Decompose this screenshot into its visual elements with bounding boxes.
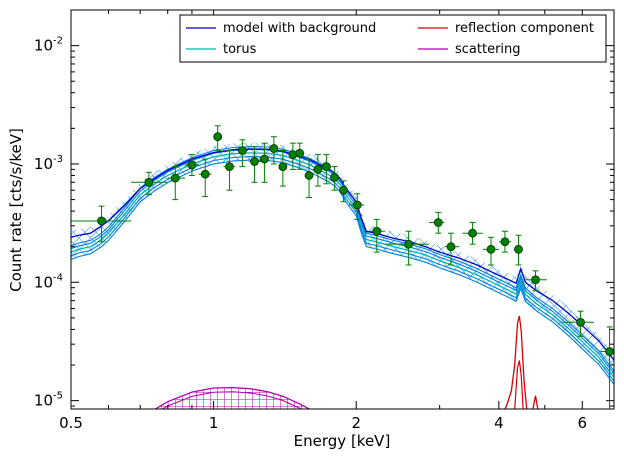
x-tick-label: 0.5: [59, 414, 83, 432]
x-tick-label: 4: [494, 414, 504, 432]
x-tick-label: 2: [351, 414, 361, 432]
scattering-line: [154, 386, 311, 409]
torus-line: [71, 152, 614, 378]
data-point-marker: [605, 347, 614, 356]
data-point-marker: [295, 148, 305, 158]
data-point: [562, 310, 594, 337]
data-point: [312, 154, 323, 187]
data-point: [525, 270, 547, 292]
data-point-marker: [170, 173, 180, 183]
y-tick-label: 10-2: [34, 36, 63, 55]
data-point: [321, 154, 331, 185]
data-point-marker: [531, 275, 540, 285]
legend-entry: scattering: [418, 42, 521, 57]
data-point: [482, 236, 499, 266]
data-point: [184, 154, 199, 176]
data-point-marker: [330, 172, 339, 182]
data-point-marker: [446, 242, 456, 252]
data-point-marker: [500, 237, 510, 247]
reflection-component-line: [504, 315, 539, 409]
legend-label: scattering: [455, 42, 521, 57]
data-point: [384, 230, 430, 266]
legend-label: reflection component: [455, 21, 594, 36]
data-point-marker: [433, 218, 443, 227]
data-point-marker: [576, 317, 585, 327]
data-point: [249, 146, 262, 183]
data-point-marker: [278, 162, 288, 172]
data-point-marker: [187, 160, 197, 170]
data-point: [444, 232, 460, 266]
data-points: [71, 125, 614, 409]
data-point-marker: [213, 132, 223, 142]
data-point-marker: [404, 239, 414, 249]
data-point-marker: [372, 226, 382, 236]
data-point: [223, 149, 236, 191]
data-point: [131, 171, 168, 196]
data-point: [462, 222, 483, 245]
legend-label: model with background: [223, 21, 376, 36]
data-point-marker: [468, 228, 477, 238]
data-point: [513, 234, 524, 266]
legend-entry: model with background: [186, 21, 376, 36]
legend: model with background reflection componen…: [179, 14, 607, 63]
data-point: [167, 166, 185, 201]
data-point: [295, 142, 305, 170]
data-point: [429, 211, 445, 234]
legend-label: torus: [223, 42, 257, 57]
data-point-marker: [260, 154, 269, 164]
data-point-marker: [250, 157, 259, 166]
scattering-band-edge: [161, 391, 303, 409]
y-tick-label: 10-3: [34, 154, 63, 173]
legend-entry: reflection component: [418, 21, 594, 36]
data-point-marker: [486, 244, 496, 254]
data-point-marker: [144, 177, 154, 187]
data-point: [329, 166, 340, 191]
y-axis-label: Count rate [cts/s/keV]: [7, 128, 25, 292]
data-point: [236, 139, 248, 168]
data-point: [260, 142, 270, 183]
data-point: [600, 326, 614, 409]
data-point-marker: [269, 144, 279, 153]
data-point: [198, 158, 212, 198]
reflection-component-line-lower: [514, 360, 524, 409]
data-point-marker: [321, 162, 331, 172]
x-tick-label: 6: [578, 414, 588, 432]
x-axis-label: Energy [keV]: [294, 432, 391, 450]
data-point: [269, 136, 279, 165]
data-point: [71, 205, 132, 243]
x-tick-label: 1: [209, 414, 219, 432]
data-point: [498, 230, 512, 253]
data-point-marker: [97, 216, 106, 226]
data-point: [213, 125, 223, 151]
data-point-marker: [225, 162, 234, 172]
data-point-marker: [313, 164, 323, 174]
data-point: [304, 158, 314, 199]
data-point-marker: [352, 200, 362, 210]
legend-box: [179, 14, 607, 63]
data-point: [369, 218, 385, 253]
data-point-marker: [514, 244, 523, 254]
data-point-marker: [237, 146, 247, 155]
y-tick-label: 10-4: [34, 272, 63, 291]
data-point-marker: [200, 169, 210, 179]
data-point-marker: [304, 171, 314, 180]
data-point-marker: [339, 185, 348, 195]
data-point: [348, 193, 365, 220]
model-band-edge: [71, 156, 614, 382]
data-point: [278, 149, 288, 187]
y-tick-label: 10-5: [34, 391, 63, 410]
legend-entry: torus: [186, 42, 257, 57]
plot-frame: [70, 9, 615, 410]
data-point: [339, 180, 348, 203]
axes: 0.5 1 2 4 6 10-5 10-4 10-3 10-2: [34, 9, 615, 432]
